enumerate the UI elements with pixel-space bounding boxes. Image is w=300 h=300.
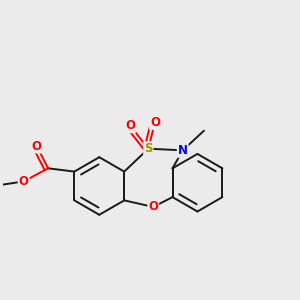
Text: O: O — [148, 200, 158, 213]
Text: O: O — [150, 116, 160, 129]
Text: S: S — [144, 142, 153, 155]
Text: O: O — [125, 119, 135, 132]
Text: O: O — [32, 140, 42, 153]
Text: N: N — [178, 144, 188, 157]
Text: O: O — [19, 175, 28, 188]
